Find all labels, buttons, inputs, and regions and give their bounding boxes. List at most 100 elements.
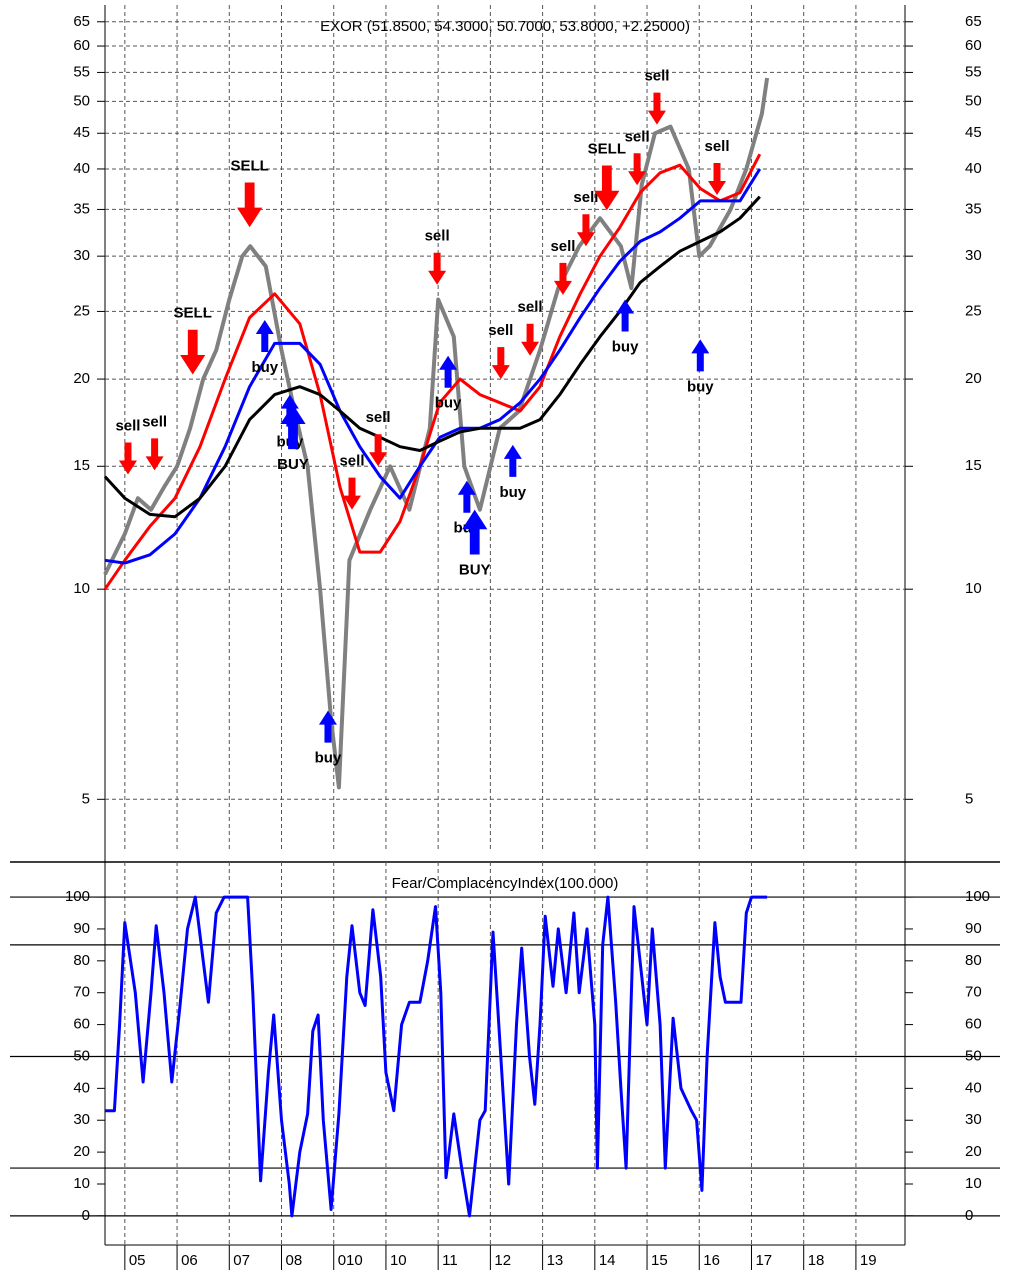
y-tick-label: 70: [73, 984, 90, 1001]
x-tick-label: 010: [338, 1252, 363, 1269]
x-tick-label: 18: [808, 1252, 825, 1269]
signal-label: buy: [687, 378, 714, 395]
buy-arrow: [255, 320, 274, 353]
y-tick-label: 65: [965, 13, 982, 30]
y-tick-label: 10: [965, 580, 982, 597]
y-tick-label: 50: [73, 92, 90, 109]
x-tick-label: 13: [547, 1252, 564, 1269]
signal-label: buy: [435, 395, 462, 412]
y-tick-label: 60: [73, 37, 90, 54]
series-line: [105, 895, 768, 1218]
y-tick-label: 35: [73, 200, 90, 217]
sell-arrow: [576, 214, 595, 247]
series-line: [103, 195, 761, 519]
y-tick-label: 50: [965, 92, 982, 109]
signal-label: buy: [612, 339, 639, 356]
signal-label: sell: [550, 238, 575, 255]
sell-arrow: [628, 153, 647, 186]
signal-label: buy: [315, 750, 342, 767]
sell-arrow: [647, 92, 666, 125]
y-tick-label: 80: [965, 952, 982, 969]
sell-arrow: [342, 477, 361, 510]
signal-label: SELL: [230, 157, 268, 174]
y-tick-label: 25: [965, 302, 982, 319]
y-tick-label: 60: [965, 1016, 982, 1033]
y-tick-label: 55: [965, 63, 982, 80]
y-tick-label: 35: [965, 200, 982, 217]
buy-arrow: [462, 509, 488, 555]
signal-label: SELL: [174, 305, 212, 322]
sell-arrow: [521, 323, 540, 356]
x-tick-label: 19: [860, 1252, 877, 1269]
sell-arrow: [553, 262, 572, 295]
y-tick-label: 10: [73, 580, 90, 597]
signal-label: sell: [425, 228, 450, 245]
y-tick-label: 5: [965, 790, 973, 807]
signal-label: SELL: [588, 140, 626, 157]
signal-label: sell: [366, 409, 391, 426]
signal-label: sell: [142, 413, 167, 430]
y-tick-label: 30: [965, 1111, 982, 1128]
y-tick-label: 10: [965, 1175, 982, 1192]
y-tick-label: 15: [965, 457, 982, 474]
sell-arrow: [145, 438, 164, 471]
y-tick-label: 20: [73, 370, 90, 387]
sell-arrow: [180, 329, 206, 375]
sell-arrow: [369, 434, 388, 467]
y-tick-label: 30: [965, 247, 982, 264]
x-tick-label: 17: [755, 1252, 772, 1269]
y-tick-label: 60: [73, 1016, 90, 1033]
y-tick-label: 30: [73, 247, 90, 264]
buy-arrow: [318, 710, 337, 743]
y-tick-label: 5: [82, 790, 90, 807]
y-tick-label: 20: [965, 370, 982, 387]
signal-label: sell: [573, 189, 598, 206]
y-tick-label: 90: [965, 920, 982, 937]
y-tick-label: 10: [73, 1175, 90, 1192]
signal-label: buy: [499, 484, 526, 501]
signal-label: sell: [625, 128, 650, 145]
y-tick-label: 80: [73, 952, 90, 969]
y-tick-label: 30: [73, 1111, 90, 1128]
y-tick-label: 15: [73, 457, 90, 474]
sell-arrow: [118, 442, 137, 475]
x-tick-label: 15: [651, 1252, 668, 1269]
y-tick-label: 40: [73, 1079, 90, 1096]
signal-label: BUY: [459, 561, 491, 578]
sell-arrow: [491, 347, 510, 380]
series-line: [104, 168, 762, 565]
x-tick-label: 08: [286, 1252, 303, 1269]
x-tick-label: 12: [494, 1252, 511, 1269]
x-tick-label: 16: [703, 1252, 720, 1269]
signal-label: BUY: [277, 456, 309, 473]
signal-label: sell: [339, 453, 364, 470]
y-tick-label: 40: [965, 1079, 982, 1096]
signal-label: buy: [251, 359, 278, 376]
buy-arrow: [457, 480, 476, 513]
signal-label: sell: [518, 299, 543, 316]
x-tick-label: 07: [233, 1252, 250, 1269]
signal-label: sell: [115, 417, 140, 434]
buy-arrow: [439, 355, 458, 388]
sell-arrow: [594, 165, 620, 211]
sell-arrow: [428, 252, 447, 285]
y-tick-label: 20: [965, 1143, 982, 1160]
y-tick-label: 65: [73, 13, 90, 30]
chart-title: EXOR (51.8500, 54.3000, 50.7000, 53.8000…: [320, 18, 690, 35]
buy-arrow: [503, 444, 522, 477]
buy-arrow: [280, 404, 306, 450]
y-tick-label: 60: [965, 37, 982, 54]
y-tick-label: 25: [73, 302, 90, 319]
y-tick-label: 55: [73, 63, 90, 80]
buy-arrow: [691, 339, 710, 372]
signal-label: sell: [644, 68, 669, 85]
y-tick-label: 70: [965, 984, 982, 1001]
buy-arrow: [616, 299, 635, 332]
x-tick-label: 10: [390, 1252, 407, 1269]
signal-label: sell: [488, 322, 513, 339]
y-tick-label: 45: [73, 124, 90, 141]
x-tick-label: 06: [181, 1252, 198, 1269]
sell-arrow: [237, 182, 263, 228]
panel-title: Fear/ComplacencyIndex(100.000): [392, 875, 619, 892]
x-tick-label: 05: [129, 1252, 146, 1269]
